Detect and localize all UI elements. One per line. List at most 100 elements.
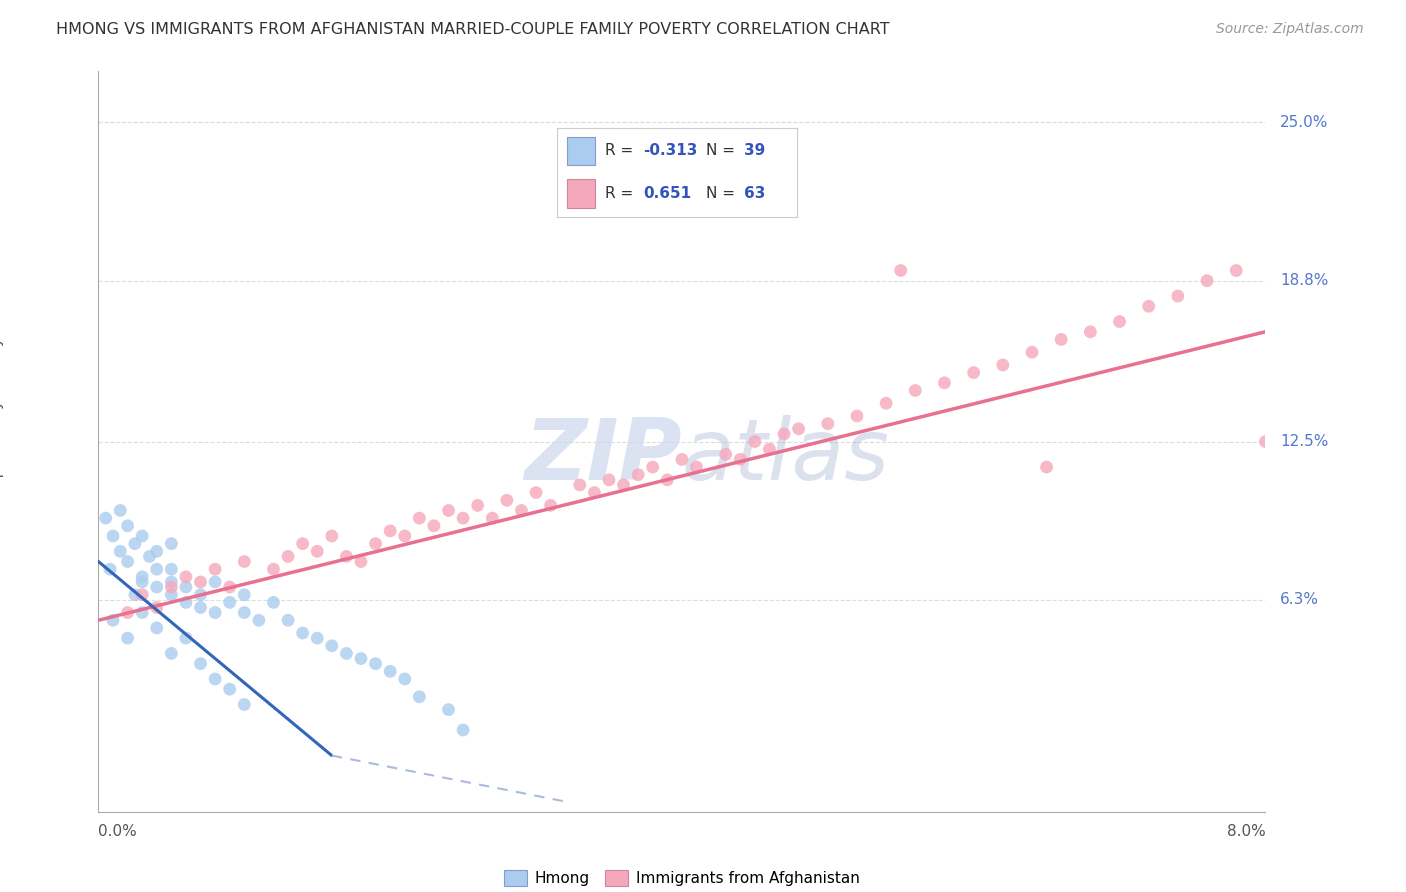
Point [262, 562, 284, 576]
Point [350, 651, 373, 665]
Point [481, 511, 503, 525]
Point [233, 698, 256, 712]
Point [110, 544, 132, 558]
Point [218, 682, 240, 697]
Point [291, 626, 314, 640]
Point [335, 647, 357, 661]
Legend: Hmong, Immigrants from Afghanistan: Hmong, Immigrants from Afghanistan [498, 863, 866, 892]
Point [657, 473, 679, 487]
Point [160, 580, 183, 594]
Point [787, 422, 810, 436]
Point [101, 529, 124, 543]
Point [138, 549, 160, 564]
Point [1080, 325, 1102, 339]
Point [146, 580, 169, 594]
Text: 0.651: 0.651 [644, 186, 692, 202]
Point [160, 647, 183, 661]
Point [875, 396, 897, 410]
Point [380, 524, 402, 538]
Text: 63: 63 [744, 186, 765, 202]
Point [1050, 333, 1073, 347]
Text: 12.5%: 12.5% [1279, 434, 1329, 449]
Point [131, 574, 153, 589]
Point [307, 631, 329, 645]
Point [598, 473, 620, 487]
Point [641, 460, 664, 475]
Point [94, 511, 117, 525]
Point [190, 600, 212, 615]
Point [321, 639, 343, 653]
Point [773, 426, 796, 441]
Point [1225, 263, 1247, 277]
Bar [567, 179, 596, 208]
Text: Source: ZipAtlas.com: Source: ZipAtlas.com [1216, 22, 1364, 37]
Point [845, 409, 868, 423]
Point [160, 574, 183, 589]
Point [1167, 289, 1189, 303]
Point [277, 613, 299, 627]
Text: N =: N = [706, 144, 740, 159]
Point [1197, 274, 1219, 288]
Text: HMONG VS IMMIGRANTS FROM AFGHANISTAN MARRIED-COUPLE FAMILY POVERTY CORRELATION C: HMONG VS IMMIGRANTS FROM AFGHANISTAN MAR… [56, 22, 890, 37]
Point [437, 503, 460, 517]
Point [218, 595, 240, 609]
Point [291, 536, 314, 550]
Point [146, 544, 169, 558]
Point [1021, 345, 1043, 359]
Point [247, 613, 270, 627]
Point [190, 574, 212, 589]
Point [160, 588, 183, 602]
Point [350, 555, 373, 569]
Point [730, 452, 752, 467]
Point [174, 580, 197, 594]
Text: N =: N = [706, 186, 740, 202]
Point [524, 485, 547, 500]
Bar [567, 136, 596, 165]
Point [321, 529, 343, 543]
Text: 6.3%: 6.3% [1279, 592, 1319, 607]
Point [233, 555, 256, 569]
Point [394, 672, 416, 686]
Point [117, 606, 139, 620]
Point [612, 478, 634, 492]
Point [146, 621, 169, 635]
Point [335, 549, 357, 564]
Point [890, 263, 912, 277]
Text: -0.313: -0.313 [644, 144, 697, 159]
Point [204, 606, 226, 620]
Point [364, 657, 387, 671]
Point [117, 518, 139, 533]
Point [1108, 314, 1130, 328]
Point [160, 562, 183, 576]
Point [131, 606, 153, 620]
Point [262, 595, 284, 609]
Point [1137, 299, 1160, 313]
Text: 0.0%: 0.0% [98, 824, 138, 839]
Point [451, 511, 474, 525]
Text: atlas: atlas [682, 415, 890, 498]
Point [700, 186, 723, 201]
Text: R =: R = [605, 144, 638, 159]
Point [110, 503, 132, 517]
Point [174, 631, 197, 645]
Point [394, 529, 416, 543]
Text: 18.8%: 18.8% [1279, 273, 1329, 288]
Point [204, 574, 226, 589]
Point [98, 562, 121, 576]
Point [131, 570, 153, 584]
Point [117, 555, 139, 569]
Point [233, 588, 256, 602]
Point [510, 503, 533, 517]
Point [467, 499, 489, 513]
Point [117, 631, 139, 645]
Point [131, 529, 153, 543]
Point [671, 452, 693, 467]
Point [204, 672, 226, 686]
Point [904, 384, 927, 398]
Point [131, 588, 153, 602]
Point [124, 588, 146, 602]
Point [174, 595, 197, 609]
Point [583, 485, 606, 500]
Point [190, 588, 212, 602]
Point [174, 570, 197, 584]
